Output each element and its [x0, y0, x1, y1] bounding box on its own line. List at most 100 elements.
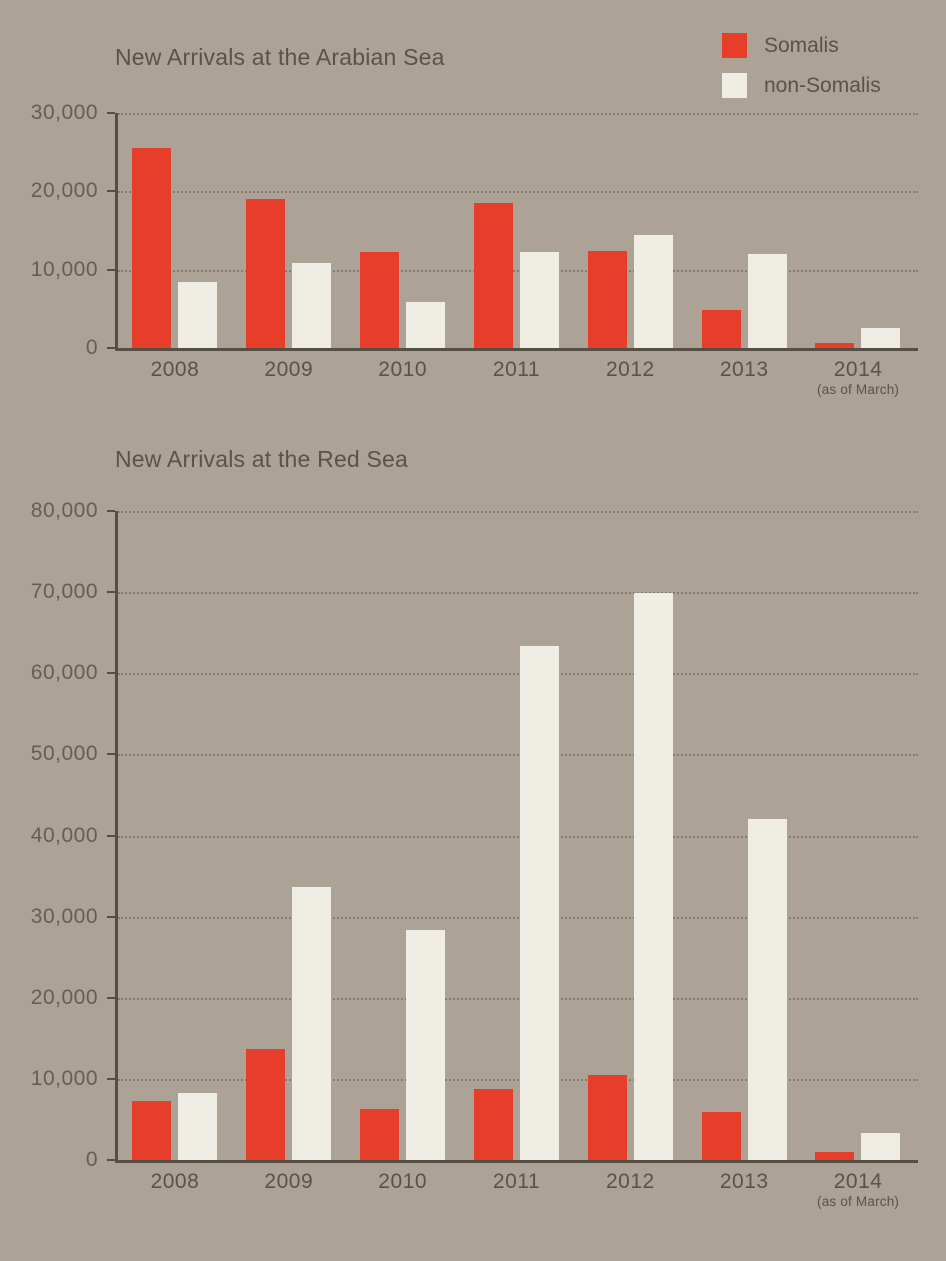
y-axis-tick-label: 0: [85, 336, 98, 359]
x-axis-label-2014: 2014 (as of March): [801, 358, 915, 398]
y-axis-tick: [107, 190, 115, 193]
bars-layer: [118, 511, 915, 1160]
x-axis-sublabel: (as of March): [817, 1194, 900, 1210]
bar-non-somalis-2011: [519, 645, 559, 1160]
x-axis-label-2011: 2011: [492, 1170, 541, 1193]
y-axis-tick: [107, 915, 115, 918]
legend-item-somalis: Somalis: [722, 33, 881, 58]
y-axis-tick-label: 20,000: [30, 179, 98, 203]
gridline: [118, 191, 918, 194]
gridline: [118, 269, 918, 272]
chart-title: New Arrivals at the Red Sea: [115, 446, 409, 472]
x-axis-label-2014: 2014 (as of March): [801, 1170, 915, 1210]
bar-group-2012: [587, 113, 673, 348]
bar-non-somalis-2014: [861, 1133, 901, 1160]
bar-non-somalis-2008: [178, 282, 218, 348]
bar-non-somalis-2013: [747, 254, 787, 348]
bar-non-somalis-2009: [292, 263, 332, 348]
y-axis-tick-label: 30,000: [30, 101, 98, 124]
bar-group-2011: [473, 511, 559, 1160]
bar-somalis-2013: [701, 309, 741, 348]
y-axis-tick: [107, 753, 115, 756]
bar-non-somalis-2010: [406, 301, 446, 348]
x-axis-label-2008: 2008: [150, 1170, 200, 1193]
bar-non-somalis-2012: [633, 592, 673, 1160]
bar-group-2010: [360, 113, 446, 348]
legend: Somalis non-Somalis: [722, 33, 881, 113]
x-axis-label-2011: 2011: [492, 358, 541, 381]
bar-somalis-2008: [132, 1100, 172, 1160]
x-axis-label-2010: 2010: [378, 1170, 427, 1193]
y-axis-tick: [107, 268, 115, 271]
legend-item-non-somalis: non-Somalis: [722, 73, 881, 98]
bar-non-somalis-2012: [633, 235, 673, 348]
bar-somalis-2010: [360, 252, 400, 348]
bar-somalis-2011: [473, 203, 513, 348]
bar-group-2014: [815, 113, 901, 348]
x-axis-labels: 2008 2009 2010 2011 2012 2013 2014 (as of March…: [118, 358, 915, 398]
y-axis-tick: [107, 591, 115, 594]
bar-somalis-2009: [246, 199, 286, 348]
plot-area: [115, 511, 918, 1163]
gridline: [118, 1078, 918, 1081]
x-axis-label-2009: 2009: [264, 1170, 314, 1193]
bar-group-2014: [815, 511, 901, 1160]
bar-non-somalis-2014: [861, 327, 901, 348]
bar-somalis-2012: [587, 1074, 627, 1160]
y-axis-tick: [107, 1159, 115, 1161]
bars-layer: [118, 113, 915, 348]
legend-label: Somalis: [764, 33, 839, 57]
bar-non-somalis-2009: [292, 886, 332, 1160]
x-axis-label-2013: 2013: [719, 358, 769, 381]
x-axis-label-2009: 2009: [264, 358, 314, 381]
bar-group-2009: [246, 113, 332, 348]
bar-non-somalis-2011: [519, 252, 559, 348]
y-axis-tick-label: 80,000: [30, 499, 98, 522]
bar-non-somalis-2010: [406, 929, 446, 1160]
x-axis-label-2008: 2008: [150, 358, 200, 381]
gridline: [118, 673, 918, 676]
bar-somalis-2009: [246, 1048, 286, 1160]
bar-group-2013: [701, 511, 787, 1160]
gridline: [118, 835, 918, 838]
y-axis-tick-label: 70,000: [30, 580, 98, 604]
bar-group-2008: [132, 511, 218, 1160]
bar-non-somalis-2008: [178, 1092, 218, 1160]
gridline: [118, 916, 918, 919]
bar-group-2008: [132, 113, 218, 348]
bar-group-2010: [360, 511, 446, 1160]
bar-somalis-2014: [815, 1151, 855, 1160]
chart-title: New Arrivals at the Arabian Sea: [115, 44, 445, 70]
gridline: [118, 113, 918, 115]
y-axis-tick: [107, 347, 115, 349]
legend-label: non-Somalis: [764, 73, 881, 97]
gridline: [118, 592, 918, 595]
gridline: [118, 511, 918, 513]
x-axis-label-2012: 2012: [606, 358, 655, 381]
bar-group-2011: [473, 113, 559, 348]
bar-group-2013: [701, 113, 787, 348]
gridline: [118, 997, 918, 1000]
y-axis-tick: [107, 112, 115, 114]
bar-somalis-2008: [132, 148, 172, 348]
non-somalis-swatch-icon: [722, 73, 747, 98]
y-axis-tick-label: 10,000: [30, 257, 98, 281]
y-axis-tick-label: 0: [85, 1148, 98, 1171]
bar-somalis-2013: [701, 1112, 741, 1160]
x-axis-labels: 2008 2009 2010 2011 2012 2013 2014 (as of March…: [118, 1170, 915, 1210]
y-axis-tick: [107, 996, 115, 999]
bar-group-2009: [246, 511, 332, 1160]
x-axis-label-2013: 2013: [719, 1170, 769, 1193]
bar-somalis-2010: [360, 1108, 400, 1160]
y-axis-tick-label: 30,000: [30, 904, 98, 928]
y-axis-tick: [107, 510, 115, 512]
y-axis-tick-label: 10,000: [30, 1066, 98, 1090]
y-axis-tick-label: 60,000: [30, 661, 98, 685]
bar-somalis-2014: [815, 342, 855, 348]
plot-area: [115, 113, 918, 351]
y-axis-tick: [107, 1077, 115, 1080]
x-axis-label-2010: 2010: [378, 358, 427, 381]
y-axis-tick-label: 40,000: [30, 823, 98, 847]
somalis-swatch-icon: [722, 33, 747, 58]
